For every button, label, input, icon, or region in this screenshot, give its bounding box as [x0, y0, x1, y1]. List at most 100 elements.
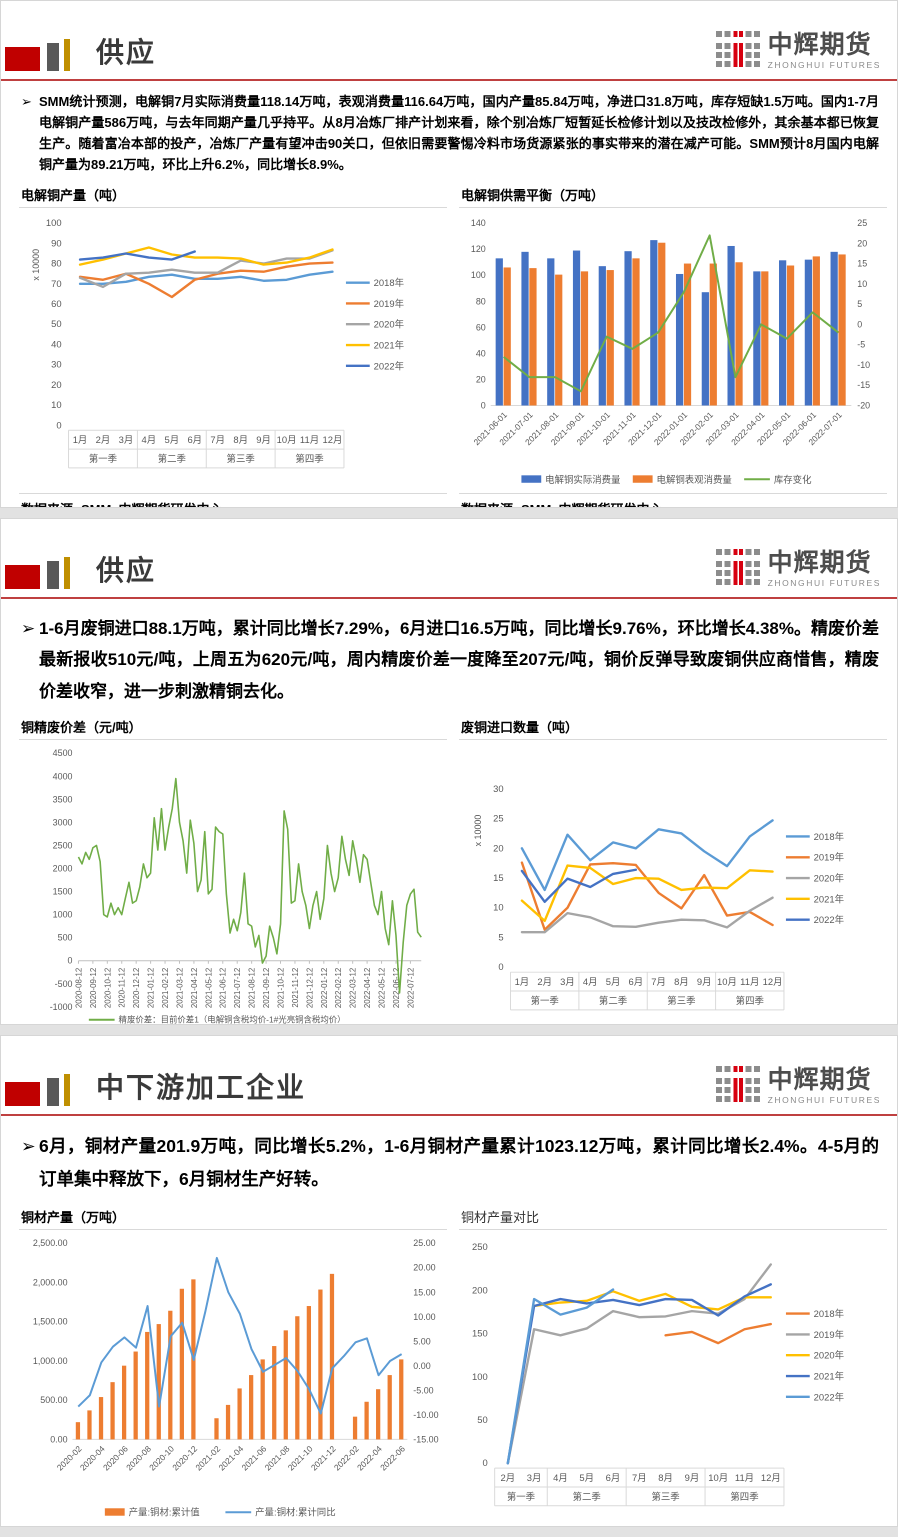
svg-text:第四季: 第四季: [736, 995, 765, 1006]
svg-text:4000: 4000: [53, 772, 73, 782]
panel-divider: [459, 207, 887, 209]
svg-text:10.00: 10.00: [413, 1311, 435, 1321]
svg-text:10: 10: [493, 902, 503, 913]
copper-products-comparison-chart: 0 50 100 150 200 250 2月 3月 4月 5月 6月 7月 8月 9月 10月 11月 12月…: [472, 1241, 844, 1506]
svg-text:2000: 2000: [53, 864, 73, 874]
gold-bar: [64, 1074, 70, 1106]
svg-text:2021-08-12: 2021-08-12: [248, 968, 257, 1008]
svg-text:2021-03-12: 2021-03-12: [175, 968, 184, 1008]
chart-panel-output-comparison: 铜材产量对比 0 50 100 150 200 250 2月 3月 4月 5月 6月 7月 8月 9月 10…: [459, 1205, 887, 1526]
chart-title: 铜材产量对比: [461, 1209, 540, 1225]
header-divider: [1, 597, 897, 599]
svg-text:电解铜表观消费量: 电解铜表观消费量: [657, 474, 732, 485]
svg-text:3月: 3月: [119, 434, 134, 445]
svg-text:第四季: 第四季: [730, 1490, 759, 1501]
bullet-icon: ➢: [21, 94, 32, 109]
slide-header: 中下游加工企业 中辉期货 ZHONGHUI FUTURES: [1, 1036, 897, 1114]
svg-text:150: 150: [472, 1327, 488, 1338]
svg-text:2021-05-12: 2021-05-12: [204, 968, 213, 1008]
svg-text:2,000.00: 2,000.00: [33, 1277, 68, 1287]
charts-row: 电解铜产量（吨） 0 10 20 30 40 50 60 70 80 90 100 x 10000 1月…: [1, 183, 897, 507]
svg-text:-15: -15: [857, 380, 870, 390]
svg-text:3月: 3月: [527, 1472, 542, 1483]
svg-text:2,500.00: 2,500.00: [33, 1238, 68, 1248]
svg-text:0: 0: [498, 962, 503, 973]
svg-text:2021-02-12: 2021-02-12: [161, 968, 170, 1008]
svg-text:5月: 5月: [579, 1472, 594, 1483]
svg-text:第一季: 第一季: [507, 1490, 536, 1501]
svg-text:2018年: 2018年: [814, 1308, 844, 1319]
svg-text:2022-05-12: 2022-05-12: [378, 968, 387, 1008]
svg-text:3500: 3500: [53, 795, 73, 805]
gold-bar: [64, 39, 70, 71]
svg-text:20: 20: [857, 239, 867, 249]
bullet-icon: ➢: [21, 1136, 36, 1156]
svg-text:2月: 2月: [500, 1472, 515, 1483]
title-accent-bars: [5, 39, 70, 71]
panel-divider: [19, 493, 447, 495]
panel-divider: [19, 739, 447, 741]
svg-text:11月: 11月: [740, 976, 759, 987]
svg-text:第一季: 第一季: [531, 995, 560, 1006]
gray-bar: [47, 561, 59, 589]
svg-text:-500: -500: [55, 979, 73, 989]
page-title: 供应: [96, 37, 157, 68]
chart-title: 铜材产量（万吨）: [21, 1209, 126, 1225]
svg-text:2022-03-12: 2022-03-12: [349, 968, 358, 1008]
svg-text:25: 25: [857, 218, 867, 228]
svg-text:90: 90: [51, 238, 61, 249]
svg-text:100: 100: [46, 217, 62, 228]
svg-text:4月: 4月: [583, 976, 598, 987]
slide-supply-1: 供应 中辉期货 ZHONGHUI FUTURES ➢: [0, 0, 898, 508]
svg-text:40: 40: [476, 349, 486, 359]
svg-text:-10.00: -10.00: [413, 1409, 438, 1419]
svg-text:2021-11-12: 2021-11-12: [291, 968, 300, 1008]
svg-text:2022-06: 2022-06: [378, 1443, 407, 1472]
svg-text:-5.00: -5.00: [413, 1385, 433, 1395]
svg-text:2月: 2月: [96, 434, 111, 445]
svg-text:2022年: 2022年: [814, 1391, 844, 1402]
svg-text:10月: 10月: [277, 434, 297, 445]
svg-text:第三季: 第三季: [651, 1490, 680, 1501]
svg-text:产量:铜材:累计值: 产量:铜材:累计值: [129, 1506, 200, 1517]
svg-text:40: 40: [51, 339, 61, 350]
summary-paragraph: ➢ 6月，铜材产量201.9万吨，同比增长5.2%，1-6月铜材产量累计1023…: [21, 1130, 879, 1197]
header-divider: [1, 79, 897, 81]
svg-text:25: 25: [493, 813, 503, 824]
svg-text:15.00: 15.00: [413, 1287, 435, 1297]
svg-text:12月: 12月: [763, 976, 783, 987]
slide-supply-2: 供应 中辉期货 ZHONGHUI FUTURES ➢: [0, 518, 898, 1025]
svg-text:第四季: 第四季: [295, 453, 324, 464]
svg-text:2021年: 2021年: [814, 1370, 844, 1381]
chart-title: 电解铜供需平衡（万吨）: [461, 188, 605, 204]
svg-text:250: 250: [472, 1241, 488, 1252]
svg-text:2022-07-12: 2022-07-12: [406, 968, 415, 1008]
svg-text:2022-01-12: 2022-01-12: [320, 968, 329, 1008]
svg-text:0.00: 0.00: [50, 1434, 67, 1444]
logo-mark-icon: [715, 549, 760, 585]
svg-text:x 10000: x 10000: [31, 249, 41, 281]
svg-text:50: 50: [51, 318, 61, 329]
svg-text:2021年: 2021年: [374, 340, 404, 351]
svg-text:0: 0: [482, 1457, 487, 1468]
red-bar: [5, 47, 40, 71]
svg-text:20: 20: [493, 843, 503, 854]
summary-text: SMM统计预测，电解铜7月实际消费量118.14万吨，表观消费量116.64万吨…: [39, 94, 879, 173]
svg-text:200: 200: [472, 1284, 488, 1295]
svg-text:2月: 2月: [537, 976, 552, 987]
chart-panel-scrap-imports: 废铜进口数量（吨） 0 5 10 15 20 25 30 x 10000 1月 2月 3月 4月 5月 6…: [459, 715, 887, 1024]
title-accent-bars: [5, 1074, 70, 1106]
chart-panel-electrolytic-output: 电解铜产量（吨） 0 10 20 30 40 50 60 70 80 90 100 x 10000 1月…: [19, 183, 447, 507]
panel-divider: [459, 739, 887, 741]
svg-text:6月: 6月: [629, 976, 644, 987]
svg-text:2019年: 2019年: [374, 298, 404, 309]
svg-text:1月: 1月: [515, 976, 530, 987]
chart-title: 电解铜产量（吨）: [21, 188, 126, 204]
svg-text:10: 10: [51, 399, 61, 410]
company-logo: 中辉期货 ZHONGHUI FUTURES: [715, 1066, 881, 1106]
chart-panel-supply-demand: 电解铜供需平衡（万吨） 0 20 40 60 80 100 120 140 -20 -15 -10-…: [459, 183, 887, 507]
svg-text:12月: 12月: [323, 434, 343, 445]
svg-text:2019年: 2019年: [814, 852, 844, 863]
svg-text:15: 15: [857, 259, 867, 269]
chart-panel-scrap-spread: 铜精废价差（元/吨） 4500 4000 3500 3000 2500 2000 1500 1…: [19, 715, 447, 1024]
